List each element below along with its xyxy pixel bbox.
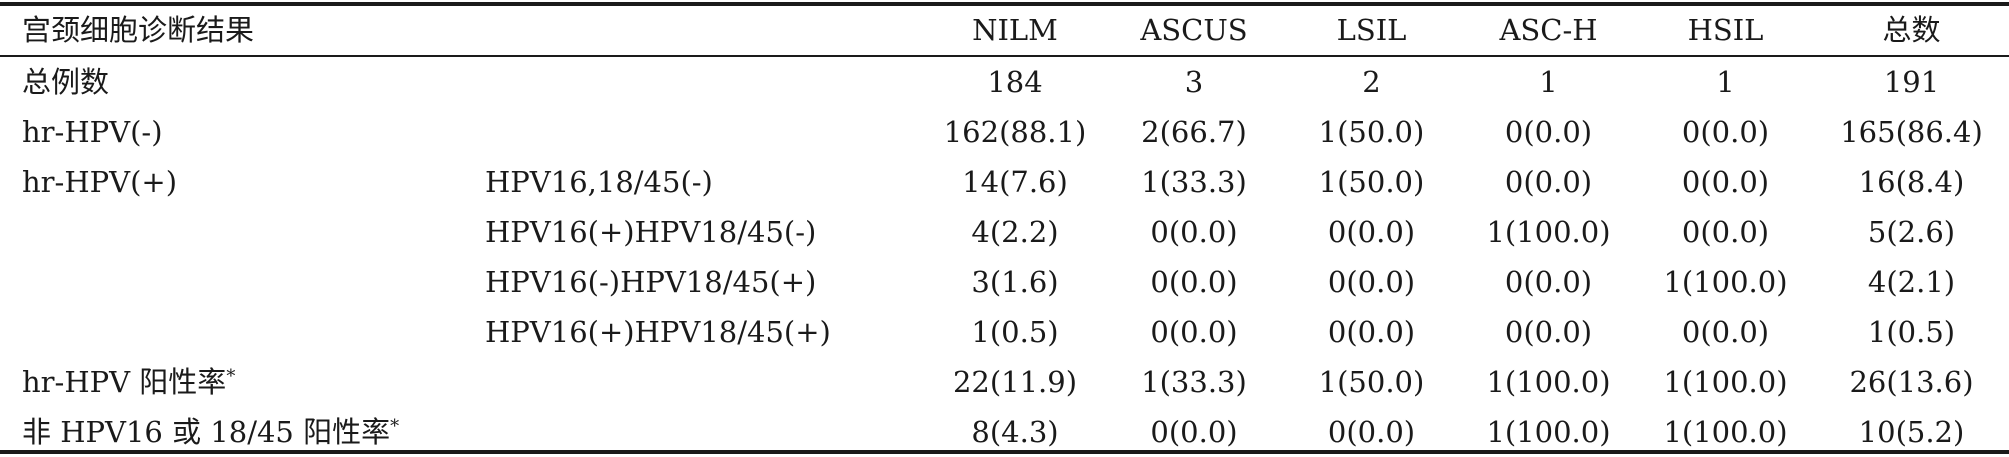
cell-nilm: 22(11.9) (952, 364, 1078, 399)
bottom-rule (0, 450, 2009, 454)
row-label (0, 257, 485, 307)
cell-asc-h: 1(100.0) (1486, 414, 1611, 449)
table-row: hr-HPV(-) 162(88.1) 2(66.7) 1(50.0) 0(0.… (0, 107, 2009, 157)
table-row: 非 HPV16 或 18/45 阳性率* 8(4.3) 0(0.0) 0(0.0… (0, 407, 2009, 457)
cell-asc-h: 1 (1539, 64, 1558, 99)
row-sublabel: HPV16(+)HPV18/45(-) (485, 214, 817, 249)
row-label: hr-HPV 阳性率 (22, 364, 227, 399)
header-total: 总数 (1882, 13, 1941, 47)
cell-ascus: 0(0.0) (1150, 264, 1238, 299)
cell-ascus: 0(0.0) (1150, 314, 1238, 349)
header-lsil: LSIL (1336, 13, 1407, 47)
cell-total: 165(86.4) (1840, 114, 1983, 149)
row-label: 总例数 (22, 64, 110, 99)
cell-asc-h: 1(100.0) (1486, 214, 1611, 249)
cell-hsil: 1 (1716, 64, 1735, 99)
row-label: hr-HPV(+) (22, 164, 178, 199)
cell-total: 10(5.2) (1858, 414, 1965, 449)
cell-ascus: 3 (1184, 64, 1204, 99)
cell-nilm: 184 (987, 64, 1043, 99)
cell-lsil: 1(50.0) (1318, 164, 1425, 199)
header-asc-h: ASC-H (1499, 13, 1598, 47)
cell-lsil: 0(0.0) (1327, 264, 1416, 299)
header-subcategory (485, 6, 925, 55)
header-hsil: HSIL (1687, 13, 1764, 47)
row-sublabel (485, 357, 925, 407)
header-row: 宫颈细胞诊断结果 NILM ASCUS LSIL ASC-H HSIL 总数 (0, 6, 2009, 55)
cell-nilm: 8(4.3) (971, 414, 1059, 449)
cell-asc-h: 0(0.0) (1504, 164, 1593, 199)
cell-asc-h: 0(0.0) (1504, 114, 1593, 149)
cell-lsil: 0(0.0) (1327, 214, 1416, 249)
cell-total: 16(8.4) (1858, 164, 1965, 199)
cell-asc-h: 0(0.0) (1504, 314, 1593, 349)
cell-total: 5(2.6) (1867, 214, 1956, 249)
header-category: 宫颈细胞诊断结果 (22, 13, 255, 47)
row-label-cell: hr-HPV 阳性率* (0, 357, 485, 407)
cell-hsil: 1(100.0) (1663, 264, 1788, 299)
row-label (0, 307, 485, 357)
cell-hsil: 0(0.0) (1681, 314, 1770, 349)
cell-hsil: 1(100.0) (1663, 414, 1788, 449)
row-label: hr-HPV(-) (22, 114, 163, 149)
header-rule (0, 55, 2009, 57)
cell-hsil: 1(100.0) (1663, 364, 1788, 399)
cell-ascus: 1(33.3) (1141, 164, 1247, 199)
cell-total: 1(0.5) (1867, 314, 1956, 349)
header-ascus: ASCUS (1140, 13, 1248, 47)
table-row: hr-HPV 阳性率* 22(11.9) 1(33.3) 1(50.0) 1(1… (0, 357, 2009, 407)
cell-nilm: 3(1.6) (971, 264, 1059, 299)
row-sublabel (485, 55, 925, 107)
cell-total: 191 (1883, 64, 1940, 99)
row-sublabel: HPV16(+)HPV18/45(+) (485, 314, 831, 349)
cell-ascus: 0(0.0) (1150, 214, 1238, 249)
row-sublabel: HPV16(-)HPV18/45(+) (485, 264, 817, 299)
row-sublabel: HPV16,18/45(-) (485, 164, 713, 199)
cell-lsil: 2 (1362, 64, 1381, 99)
cell-ascus: 2(66.7) (1141, 114, 1247, 149)
footnote-mark: * (390, 415, 400, 437)
cell-lsil: 0(0.0) (1327, 414, 1416, 449)
cell-total: 4(2.1) (1867, 264, 1956, 299)
cell-lsil: 1(50.0) (1318, 364, 1425, 399)
cell-asc-h: 1(100.0) (1486, 364, 1611, 399)
header-nilm: NILM (972, 13, 1058, 47)
table-row: 总例数 184 3 2 1 1 191 (0, 55, 2009, 107)
cell-total: 26(13.6) (1849, 364, 1974, 399)
table-row: hr-HPV(+) HPV16,18/45(-) 14(7.6) 1(33.3)… (0, 157, 2009, 207)
cell-hsil: 0(0.0) (1681, 164, 1770, 199)
top-rule (0, 2, 2009, 6)
cytology-hpv-table: 宫颈细胞诊断结果 NILM ASCUS LSIL ASC-H HSIL 总数 总… (0, 6, 2009, 457)
table-row: HPV16(+)HPV18/45(+) 1(0.5) 0(0.0) 0(0.0)… (0, 307, 2009, 357)
cell-hsil: 0(0.0) (1681, 114, 1770, 149)
cell-nilm: 4(2.2) (971, 214, 1059, 249)
row-label-cell: 非 HPV16 或 18/45 阳性率* (0, 407, 485, 457)
cell-ascus: 1(33.3) (1141, 364, 1247, 399)
table-row: HPV16(-)HPV18/45(+) 3(1.6) 0(0.0) 0(0.0)… (0, 257, 2009, 307)
cell-nilm: 1(0.5) (971, 314, 1059, 349)
cell-nilm: 162(88.1) (943, 114, 1087, 149)
cell-lsil: 0(0.0) (1327, 314, 1416, 349)
cell-hsil: 0(0.0) (1681, 214, 1770, 249)
row-sublabel (485, 107, 925, 157)
row-sublabel (485, 407, 925, 457)
row-label (0, 207, 485, 257)
table-row: HPV16(+)HPV18/45(-) 4(2.2) 0(0.0) 0(0.0)… (0, 207, 2009, 257)
cell-lsil: 1(50.0) (1318, 114, 1425, 149)
cell-ascus: 0(0.0) (1150, 414, 1238, 449)
cell-nilm: 14(7.6) (962, 164, 1068, 199)
cell-asc-h: 0(0.0) (1504, 264, 1593, 299)
row-label: 非 HPV16 或 18/45 阳性率 (22, 414, 391, 449)
footnote-mark: * (226, 365, 236, 387)
